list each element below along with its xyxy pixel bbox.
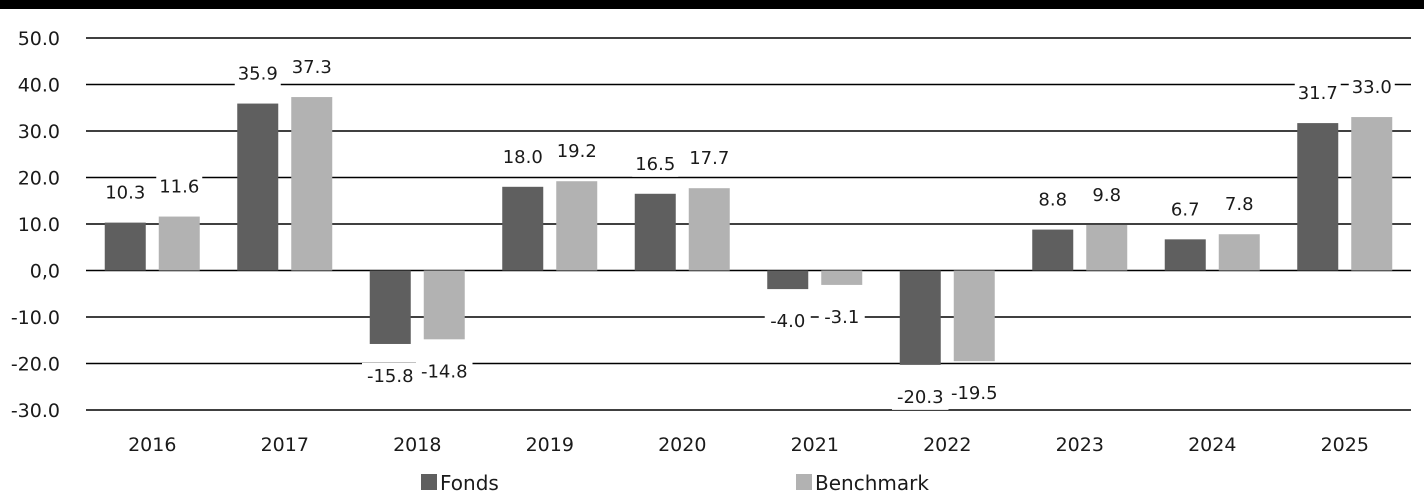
y-tick-label: 40.0 (18, 75, 60, 97)
bar-benchmark-2024 (1218, 234, 1260, 271)
legend-swatch-benchmark (796, 474, 812, 490)
x-tick-label: 2022 (923, 434, 971, 456)
y-tick-label: 0,0 (30, 261, 60, 283)
data-label-benchmark-2024: 7.8 (1225, 194, 1254, 215)
bar-fonds-2020 (634, 193, 676, 271)
data-label-fonds-2020: 16.5 (635, 154, 675, 175)
data-label-bg (686, 145, 733, 172)
bar-fonds-2017 (237, 103, 279, 271)
data-label-bg (1167, 196, 1203, 223)
legend-label-fonds: Fonds (440, 471, 499, 495)
bar-benchmark-2021 (821, 270, 863, 285)
data-label-bg (156, 173, 203, 200)
data-label-bg (1348, 74, 1395, 101)
bar-benchmark-2017 (291, 97, 333, 271)
bar-benchmark-2025 (1351, 117, 1393, 271)
top-border (0, 0, 1424, 9)
data-label-bg (632, 150, 679, 177)
data-label-fonds-2017: 35.9 (238, 64, 278, 85)
data-label-benchmark-2019: 19.2 (557, 141, 597, 162)
bar-benchmark-2019 (556, 181, 598, 271)
data-label-fonds-2016: 10.3 (105, 183, 145, 204)
data-label-bg (946, 380, 1003, 407)
data-label-fonds-2019: 18.0 (503, 147, 543, 168)
x-tick-label: 2021 (791, 434, 839, 456)
y-tick-label: -10.0 (11, 307, 60, 329)
data-label-benchmark-2025: 33.0 (1352, 77, 1392, 98)
data-label-bg (362, 362, 419, 389)
data-label-benchmark-2022: -19.5 (951, 383, 998, 404)
y-tick-label: 20.0 (18, 168, 60, 190)
bar-benchmark-2016 (158, 216, 200, 271)
x-tick-label: 2025 (1321, 434, 1369, 456)
data-label-fonds-2024: 6.7 (1171, 199, 1200, 220)
data-label-benchmark-2021: -3.1 (824, 307, 859, 328)
data-label-benchmark-2017: 37.3 (292, 57, 332, 78)
x-tick-label: 2017 (261, 434, 309, 456)
bar-benchmark-2023 (1086, 224, 1128, 271)
bar-fonds-2024 (1164, 239, 1206, 271)
x-tick-label: 2016 (128, 434, 176, 456)
bars (104, 97, 1393, 365)
x-tick-label: 2018 (393, 434, 441, 456)
data-label-bg (499, 143, 546, 170)
bar-fonds-2018 (369, 270, 411, 344)
y-tick-label: -30.0 (11, 400, 60, 422)
x-tick-label: 2019 (526, 434, 574, 456)
x-axis-ticks: 2016 2017 2018 2019 2020 2021 2022 2023 2024 2025 (128, 434, 1369, 456)
bar-benchmark-2018 (423, 270, 465, 340)
data-label-benchmark-2016: 11.6 (159, 177, 199, 198)
y-tick-label: 50.0 (18, 28, 60, 50)
data-label-fonds-2025: 31.7 (1298, 83, 1338, 104)
data-label-bg (1294, 80, 1341, 107)
y-tick-label: 10.0 (18, 214, 60, 236)
data-label-bg (1035, 186, 1071, 213)
data-label-bg (1089, 181, 1125, 208)
bar-fonds-2023 (1032, 229, 1074, 271)
data-label-benchmark-2018: -14.8 (421, 361, 468, 382)
x-tick-label: 2023 (1056, 434, 1104, 456)
data-label-bg (553, 138, 600, 165)
bar-benchmark-2020 (688, 188, 730, 271)
data-label-fonds-2022: -20.3 (897, 387, 944, 408)
data-label-bg (818, 303, 865, 330)
data-label-fonds-2018: -15.8 (367, 366, 414, 387)
data-labels: 10.3 11.6 35.9 37.3 -15.8 -14.8 18.0 19.2 16.5 17… (102, 54, 1395, 410)
data-label-benchmark-2020: 17.7 (689, 148, 729, 169)
x-tick-label: 2020 (658, 434, 706, 456)
legend: Fonds Benchmark (421, 471, 929, 495)
y-tick-label: -20.0 (11, 354, 60, 376)
bar-fonds-2022 (899, 270, 941, 365)
data-label-bg (892, 383, 949, 410)
legend-label-benchmark: Benchmark (815, 471, 929, 495)
data-label-fonds-2021: -4.0 (770, 311, 805, 332)
bar-fonds-2019 (502, 186, 544, 271)
data-label-bg (102, 179, 149, 206)
data-label-bg (288, 54, 335, 81)
y-axis-ticks: 50.0 40.0 30.0 20.0 10.0 0,0 -10.0 -20.0 -30.0 (11, 28, 60, 422)
data-label-bg (1221, 191, 1257, 218)
data-label-bg (234, 60, 281, 87)
bar-benchmark-2022 (953, 270, 995, 362)
bar-fonds-2025 (1297, 123, 1339, 271)
y-tick-label: 30.0 (18, 121, 60, 143)
x-tick-label: 2024 (1188, 434, 1236, 456)
bar-fonds-2021 (767, 270, 809, 290)
data-label-bg (416, 358, 473, 385)
data-label-fonds-2023: 8.8 (1038, 190, 1067, 211)
data-label-bg (764, 308, 811, 335)
bar-fonds-2016 (104, 222, 146, 271)
legend-swatch-fonds (421, 474, 437, 490)
gridlines (86, 37, 1411, 411)
data-label-benchmark-2023: 9.8 (1092, 185, 1121, 206)
